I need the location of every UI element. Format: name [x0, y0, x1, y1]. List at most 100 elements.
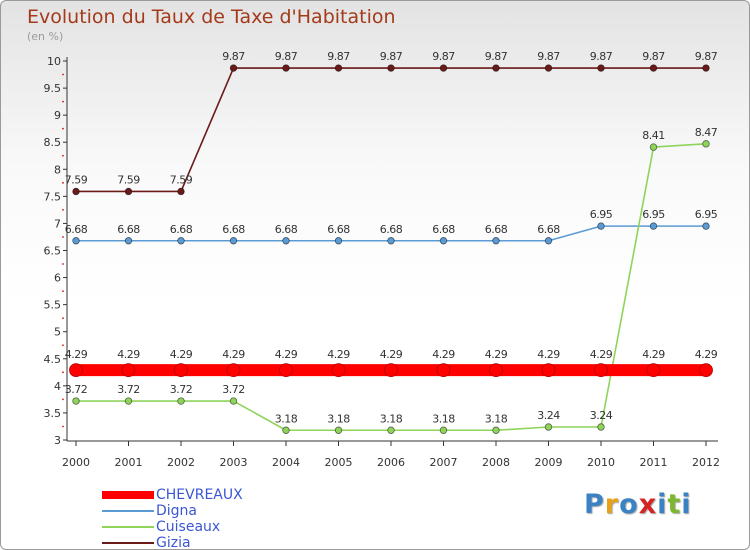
data-point	[489, 363, 503, 378]
data-point	[69, 363, 83, 378]
y-tick-label: 9	[54, 109, 61, 122]
y-minor-dot	[62, 344, 64, 347]
data-point	[702, 140, 710, 148]
x-tick-label: 2006	[377, 456, 405, 469]
legend-swatch	[102, 510, 154, 512]
data-label: 7.59	[65, 173, 88, 186]
proxiti-logo: Proxiti	[584, 489, 692, 520]
data-point	[646, 363, 661, 378]
data-point	[177, 397, 185, 405]
data-label: 3.18	[432, 412, 455, 425]
data-point	[334, 237, 343, 245]
series-digna: 6.68 6.68 6.68 6.68 6.68 6.68 6.68 6.68 6.68 6.68…	[65, 208, 718, 245]
y-minor-dot	[62, 290, 64, 293]
data-label: 9.87	[432, 50, 455, 63]
data-point	[597, 423, 605, 431]
data-point	[492, 237, 500, 245]
data-label: 6.68	[222, 223, 245, 236]
y-minor-dot	[62, 371, 64, 374]
y-minor-dot	[62, 208, 64, 211]
legend-item-cuiseaux: Cuiseaux	[102, 519, 243, 535]
x-tick-label: 2000	[62, 456, 90, 469]
series-cuiseaux: 3.72 3.72 3.72 3.72 3.18 3.18 3.18 3.18 3.18 3.24…	[65, 126, 718, 434]
data-label: 7.59	[117, 173, 140, 186]
data-label: 7.59	[170, 173, 193, 186]
data-point	[597, 64, 605, 72]
data-label: 3.18	[485, 412, 508, 425]
data-point	[282, 64, 290, 72]
data-point	[334, 64, 343, 72]
data-point	[544, 237, 553, 245]
chart-subtitle: (en %)	[27, 30, 64, 43]
data-label: 9.87	[222, 50, 245, 63]
x-tick-label: 2011	[640, 456, 668, 469]
chart-title: Evolution du Taux de Taxe d'Habitation	[27, 6, 396, 28]
data-point	[594, 363, 608, 378]
data-label: 9.87	[590, 50, 613, 63]
x-tick-label: 2009	[535, 456, 563, 469]
data-point	[229, 397, 238, 405]
data-label: 3.24	[537, 409, 560, 422]
data-point	[702, 222, 710, 230]
data-label: 6.68	[380, 223, 403, 236]
y-minor-dot	[62, 127, 64, 130]
y-tick-label: 7	[54, 217, 61, 230]
y-tick-label: 3.5	[44, 407, 62, 420]
data-point	[124, 237, 133, 245]
series-chevreaux: 4.29 4.29 4.29 4.29 4.29 4.29 4.29 4.29 4.29 4.29…	[65, 348, 718, 378]
data-label: 6.68	[117, 223, 140, 236]
data-label: 4.29	[275, 348, 298, 361]
legend-label: Gizia	[156, 535, 191, 550]
data-label: 4.29	[537, 348, 560, 361]
data-label: 6.68	[432, 223, 455, 236]
data-label: 9.87	[275, 50, 298, 63]
data-label: 4.29	[222, 348, 245, 361]
data-point	[72, 187, 80, 196]
data-label: 4.29	[695, 348, 718, 361]
data-point	[439, 237, 448, 245]
logo-letter: i	[657, 489, 668, 520]
y-minor-dot	[62, 317, 64, 320]
data-point	[492, 64, 500, 72]
logo-letter: o	[619, 489, 639, 520]
y-tick-label: 6	[54, 272, 61, 285]
data-label: 6.95	[590, 208, 613, 221]
data-point	[544, 423, 553, 431]
data-label: 3.24	[590, 409, 613, 422]
legend-swatch	[102, 526, 154, 528]
x-tick-label: 2001	[115, 456, 143, 469]
data-label: 6.95	[642, 208, 665, 221]
x-tick-label: 2008	[482, 456, 510, 469]
data-label: 4.29	[117, 348, 140, 361]
data-point	[124, 187, 133, 196]
y-tick-label: 8	[54, 163, 61, 176]
data-point	[72, 237, 80, 245]
data-label: 6.68	[170, 223, 193, 236]
data-point	[649, 64, 658, 72]
series-gizia: 7.59 7.59 7.59 9.87 9.87 9.87 9.87 9.87 9.87 9.87…	[65, 50, 718, 196]
data-label: 9.87	[380, 50, 403, 63]
legend-label: CHEVREAUX	[156, 487, 243, 503]
data-point	[72, 397, 80, 405]
data-label: 3.72	[117, 383, 140, 396]
y-minor-dot	[62, 236, 64, 238]
data-label: 6.68	[275, 223, 298, 236]
data-label: 6.68	[327, 223, 350, 236]
x-tick-label: 2004	[272, 456, 300, 469]
data-label: 6.68	[485, 223, 508, 236]
data-label: 4.29	[432, 348, 455, 361]
data-point	[387, 426, 395, 434]
y-tick-label: 10	[47, 55, 61, 68]
y-tick-label: 8.5	[44, 136, 62, 149]
data-point	[384, 363, 398, 378]
data-point	[174, 363, 188, 378]
data-label: 4.29	[485, 348, 508, 361]
data-label: 9.87	[695, 50, 718, 63]
data-label: 4.29	[380, 348, 403, 361]
data-point	[597, 222, 605, 230]
data-label: 9.87	[642, 50, 665, 63]
y-minor-dot	[62, 100, 64, 103]
data-label: 3.18	[380, 412, 403, 425]
data-point	[229, 64, 238, 72]
